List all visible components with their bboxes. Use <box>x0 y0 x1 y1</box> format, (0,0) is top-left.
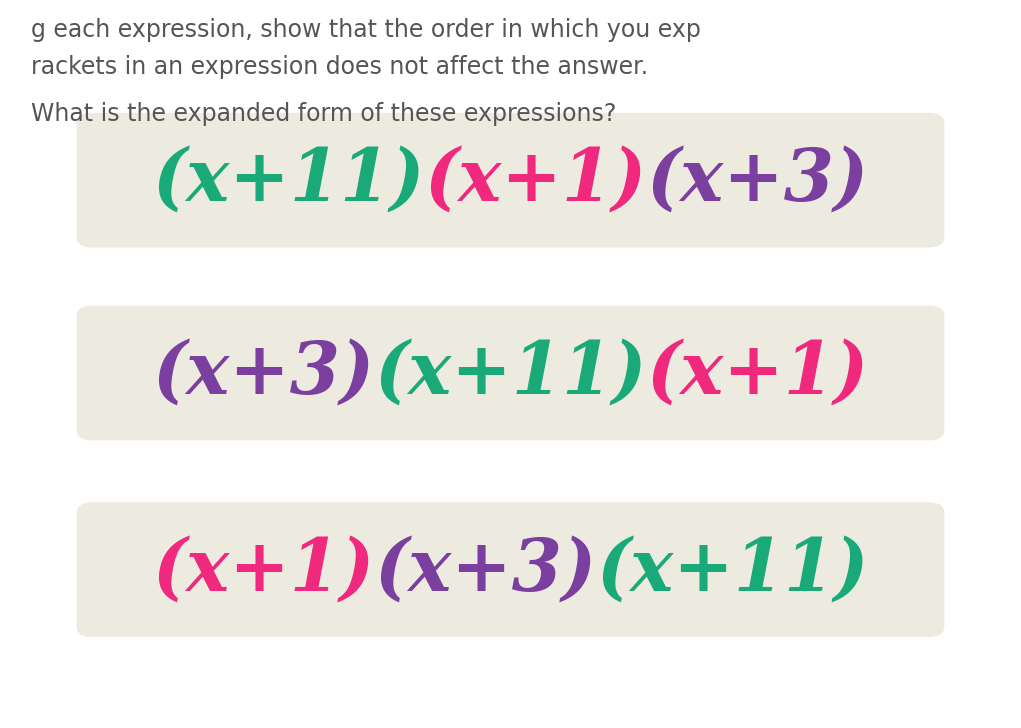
Text: (x+1): (x+1) <box>646 338 869 408</box>
Text: (x+3): (x+3) <box>152 338 375 408</box>
Text: (x+1): (x+1) <box>152 534 375 605</box>
FancyBboxPatch shape <box>77 502 944 637</box>
Text: (x+3): (x+3) <box>646 145 869 215</box>
Text: (x+11): (x+11) <box>596 534 869 605</box>
Text: (x+11): (x+11) <box>152 145 425 215</box>
Text: rackets in an expression does not affect the answer.: rackets in an expression does not affect… <box>31 55 647 79</box>
Text: g each expression, show that the order in which you exp: g each expression, show that the order i… <box>31 18 700 42</box>
FancyBboxPatch shape <box>77 306 944 440</box>
Text: (x+3): (x+3) <box>375 534 596 605</box>
FancyBboxPatch shape <box>77 113 944 248</box>
Text: (x+11): (x+11) <box>375 338 646 408</box>
Text: What is the expanded form of these expressions?: What is the expanded form of these expre… <box>31 102 616 126</box>
Text: (x+1): (x+1) <box>425 145 646 215</box>
